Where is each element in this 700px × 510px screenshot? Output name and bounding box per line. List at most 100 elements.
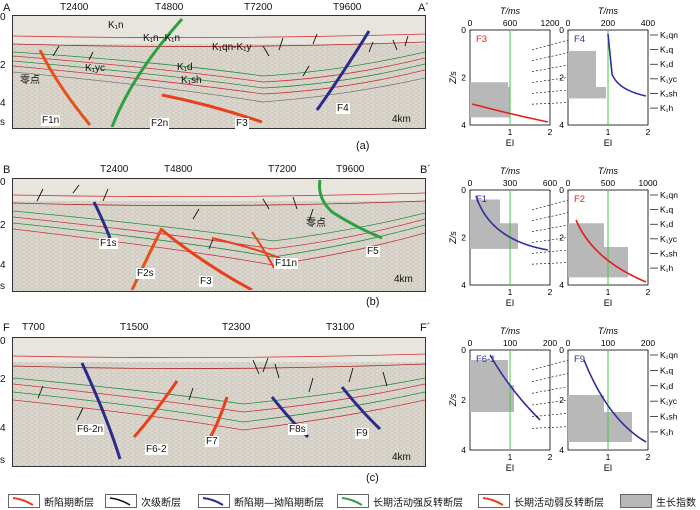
stratum-label: K₁qn-K₁y — [212, 42, 252, 53]
legend-item-rift-sag-fault: 断陷期—拗陷期断层 — [198, 494, 324, 509]
formation-label: K₁sh — [660, 412, 678, 422]
z-tick-label: 0 — [559, 185, 564, 195]
z-tick-label: 4 — [461, 120, 466, 130]
panel-caption: (b) — [366, 296, 380, 308]
fault-label: F7 — [205, 436, 219, 447]
x-tick-label: 0 — [566, 178, 571, 188]
fault-id-label: F3 — [476, 34, 487, 45]
fault-id-label: F6-1 — [476, 354, 496, 365]
x-tick-label: 600 — [543, 178, 557, 188]
correlation-line — [531, 399, 569, 406]
scale-bar: 4km — [392, 114, 411, 125]
correlation-line — [531, 52, 569, 62]
x-tick-label: 300 — [503, 178, 517, 188]
throw-curve — [471, 103, 549, 123]
trace-label: T4800 — [155, 2, 184, 13]
ei-axis-label: EI — [604, 298, 613, 308]
throw-curve — [583, 359, 647, 443]
legend-swatch-icon — [105, 494, 137, 508]
trace-label: T2400 — [60, 2, 89, 13]
y-tick: 2 — [0, 374, 6, 385]
z-tick-label: 2 — [461, 395, 466, 405]
trace-label: T2400 — [100, 164, 129, 175]
formation-label: K₁h — [660, 263, 674, 273]
fault-label: F1s — [99, 238, 118, 249]
growth-chart-f1: T/ms 0 300 600 F1 1 2 EI 0 2 4 Z/s — [448, 166, 557, 308]
seismic-image-c — [13, 338, 425, 466]
formation-label: K₁qn — [660, 190, 678, 200]
growth-bar — [568, 223, 604, 249]
legend-item-strong-inversion-fault: 长期活动强反转断层 — [337, 494, 463, 509]
trace-label: T4800 — [164, 164, 193, 175]
fault-overlay-b — [92, 179, 383, 290]
z-tick-label: 2 — [461, 233, 466, 243]
legend-item-growth-index: 生长指数 — [620, 494, 696, 509]
x-tick-label: 0 — [468, 18, 473, 28]
growth-bar — [568, 395, 604, 412]
stratum-label: K₁sh — [181, 75, 202, 86]
throw-curve — [489, 354, 541, 421]
x-axis-title: T/ms — [500, 6, 520, 16]
legend-swatch-icon — [478, 494, 510, 508]
correlation-line — [531, 77, 569, 83]
ei-axis-label: EI — [506, 298, 515, 308]
correlation-lines — [531, 199, 569, 265]
fault-label: F2n — [150, 118, 170, 129]
correlation-line — [531, 39, 569, 51]
growth-chart-f4: T/ms 0 200 400 F4 1 2 EI 0 2 4 K₁qn K₁q K₁d K₁yc K₁sh K₁… — [559, 6, 678, 148]
formation-label: K₁h — [660, 103, 674, 113]
formation-label: K₁q — [660, 365, 674, 375]
x-tick-label: 500 — [601, 178, 615, 188]
x-tick-label: 200 — [601, 18, 615, 28]
formation-label: K₁sh — [660, 88, 678, 98]
throw-curve — [475, 195, 549, 251]
growth-bar — [568, 50, 596, 89]
correlation-line — [531, 262, 569, 265]
stratum-label: K₁n−K₁n — [143, 33, 181, 44]
ei-axis-label: EI — [506, 463, 515, 473]
y-tick: 4 — [0, 98, 6, 109]
throw-curve — [607, 33, 647, 97]
x-tick-label: 100 — [503, 338, 517, 348]
formation-label: K₁qn — [660, 30, 678, 40]
formation-label: K₁d — [660, 219, 674, 229]
trace-label: T1500 — [120, 322, 149, 333]
fault-id-label: F9 — [574, 354, 585, 365]
fault-label: F3 — [235, 118, 249, 129]
z-tick-label: 2 — [461, 73, 466, 83]
fault-label: F4 — [336, 103, 350, 114]
correlation-line — [531, 224, 569, 232]
ei-tick-label: 2 — [646, 287, 651, 297]
ei-axis-label: EI — [506, 138, 515, 148]
fault-label: F2s — [136, 268, 155, 279]
panel-caption: (a) — [356, 140, 370, 152]
correlation-line — [531, 249, 569, 254]
z-tick-label: 0 — [461, 25, 466, 35]
legend-item-weak-inversion-fault: 长期活动弱反转断层 — [478, 494, 604, 509]
x-tick-label: 1000 — [639, 178, 658, 188]
trace-label: T9600 — [336, 164, 365, 175]
ei-tick-label: 1 — [508, 452, 513, 462]
x-tick-label: 400 — [641, 18, 655, 28]
formation-label: K₁sh — [660, 248, 678, 258]
growth-chart-f2: T/ms 0 500 1000 F2 1 2 EI 0 2 4 K₁qn K₁q K₁d K₁yc K₁sh K… — [559, 166, 678, 308]
fault-label: F9 — [355, 428, 369, 439]
z-tick-label: 4 — [461, 445, 466, 455]
ei-tick-label: 1 — [508, 127, 513, 137]
y-tick: 0 — [0, 12, 6, 23]
legend-label: 长期活动弱反转断层 — [514, 497, 604, 509]
y-unit: s — [0, 117, 5, 128]
x-tick-label: 200 — [641, 338, 655, 348]
x-tick-label: 0 — [566, 18, 571, 28]
fault-label: F6-2n — [76, 424, 105, 435]
x-axis-title: T/ms — [598, 166, 618, 176]
stratum-label: K₁d — [177, 62, 193, 73]
x-tick-label: 0 — [468, 178, 473, 188]
fault-label: F11n — [274, 258, 299, 269]
formation-label: K₁q — [660, 45, 674, 55]
z-tick-label: 4 — [559, 280, 564, 290]
legend-label: 长期活动强反转断层 — [373, 497, 463, 509]
stratum-label: K₁n — [108, 20, 124, 31]
x-tick-label: 0 — [468, 338, 473, 348]
trace-label: T2300 — [222, 322, 251, 333]
